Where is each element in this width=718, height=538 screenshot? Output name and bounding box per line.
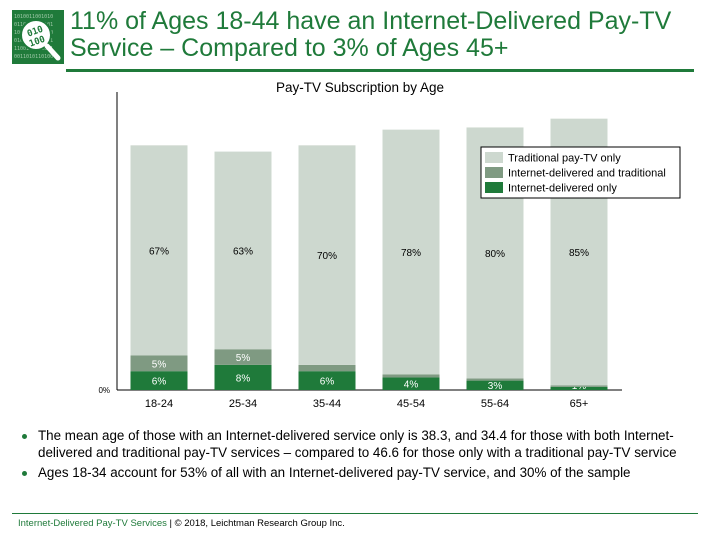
legend-label: Internet-delivered and traditional: [508, 168, 666, 180]
legend-swatch: [485, 182, 503, 193]
data-label: 63%: [233, 246, 253, 257]
page-title: 11% of Ages 18-44 have an Internet-Deliv…: [70, 7, 672, 62]
bar-segment: [298, 145, 356, 365]
x-tick-label: 25-34: [229, 398, 257, 410]
x-tick-label: 18-24: [145, 398, 173, 410]
bar-segment: [550, 385, 608, 387]
bar-segment: [382, 374, 440, 378]
svg-text:1010011001010: 1010011001010: [14, 14, 53, 20]
data-label: 85%: [569, 248, 589, 259]
data-label: 80%: [485, 249, 505, 260]
bar-segment: [214, 349, 272, 365]
bar-segment: [214, 364, 272, 390]
x-tick-label: 55-64: [481, 398, 509, 410]
y-tick-label: 0%: [98, 386, 110, 395]
legend-box: [480, 146, 681, 199]
bullet-item: Ages 18-34 account for 53% of all with a…: [18, 464, 708, 481]
legend-swatch: [485, 152, 503, 163]
x-tick-label: 45-54: [397, 398, 425, 410]
bar-segment: [130, 371, 188, 390]
lrg-logo: 1010011001010 0110100101101 100101101001…: [12, 10, 64, 64]
bar-segment: [130, 355, 188, 372]
bullet-item: The mean age of those with an Internet-d…: [18, 427, 708, 461]
bullet-list: The mean age of those with an Internet-d…: [18, 427, 708, 484]
footer-copyright: | © 2018, Leichtman Research Group Inc.: [166, 518, 345, 529]
bullet-text: Ages 18-34 account for 53% of all with a…: [38, 465, 631, 480]
bar-segment: [550, 386, 608, 390]
bullet-text: The mean age of those with an Internet-d…: [38, 428, 677, 460]
bar-segment: [466, 380, 524, 390]
svg-text:0011010110100: 0011010110100: [14, 54, 53, 60]
bullet-dot-icon: [22, 471, 27, 476]
data-label: 6%: [152, 377, 167, 388]
data-label: 4%: [404, 380, 419, 391]
data-label: 6%: [320, 377, 335, 388]
legend-label: Internet-delivered only: [508, 183, 617, 195]
footer: Internet-Delivered Pay-TV Services | © 2…: [18, 518, 345, 529]
data-label: 70%: [317, 251, 337, 262]
bar-segment: [298, 371, 356, 390]
legend-swatch: [485, 167, 503, 178]
data-label: 3%: [488, 381, 503, 392]
x-tick-label: 65+: [570, 398, 589, 410]
footer-source: Internet-Delivered Pay-TV Services: [18, 518, 167, 529]
bar-segment: [382, 377, 440, 390]
legend-label: Traditional pay-TV only: [508, 153, 621, 165]
data-label: 67%: [149, 246, 169, 257]
bar-segment: [466, 378, 524, 381]
data-label: 78%: [401, 248, 421, 259]
x-tick-label: 35-44: [313, 398, 341, 410]
bar-segment: [382, 129, 440, 375]
bar-segment: [130, 145, 188, 356]
data-label: 5%: [236, 353, 251, 364]
chart-legend: Traditional pay-TV only Internet-delivere…: [480, 146, 681, 199]
data-label: 8%: [236, 373, 251, 384]
stacked-bar-chart: Pay-TV Subscription by Age 0% 6% 5% 67% 18-…: [98, 80, 681, 410]
bar-segment: [214, 151, 272, 350]
data-label: 5%: [152, 359, 167, 370]
footer-divider: [12, 513, 698, 514]
bar-segment: [298, 364, 356, 372]
title-divider: [66, 69, 694, 72]
bullet-dot-icon: [22, 434, 27, 439]
chart-title: Pay-TV Subscription by Age: [276, 80, 444, 95]
